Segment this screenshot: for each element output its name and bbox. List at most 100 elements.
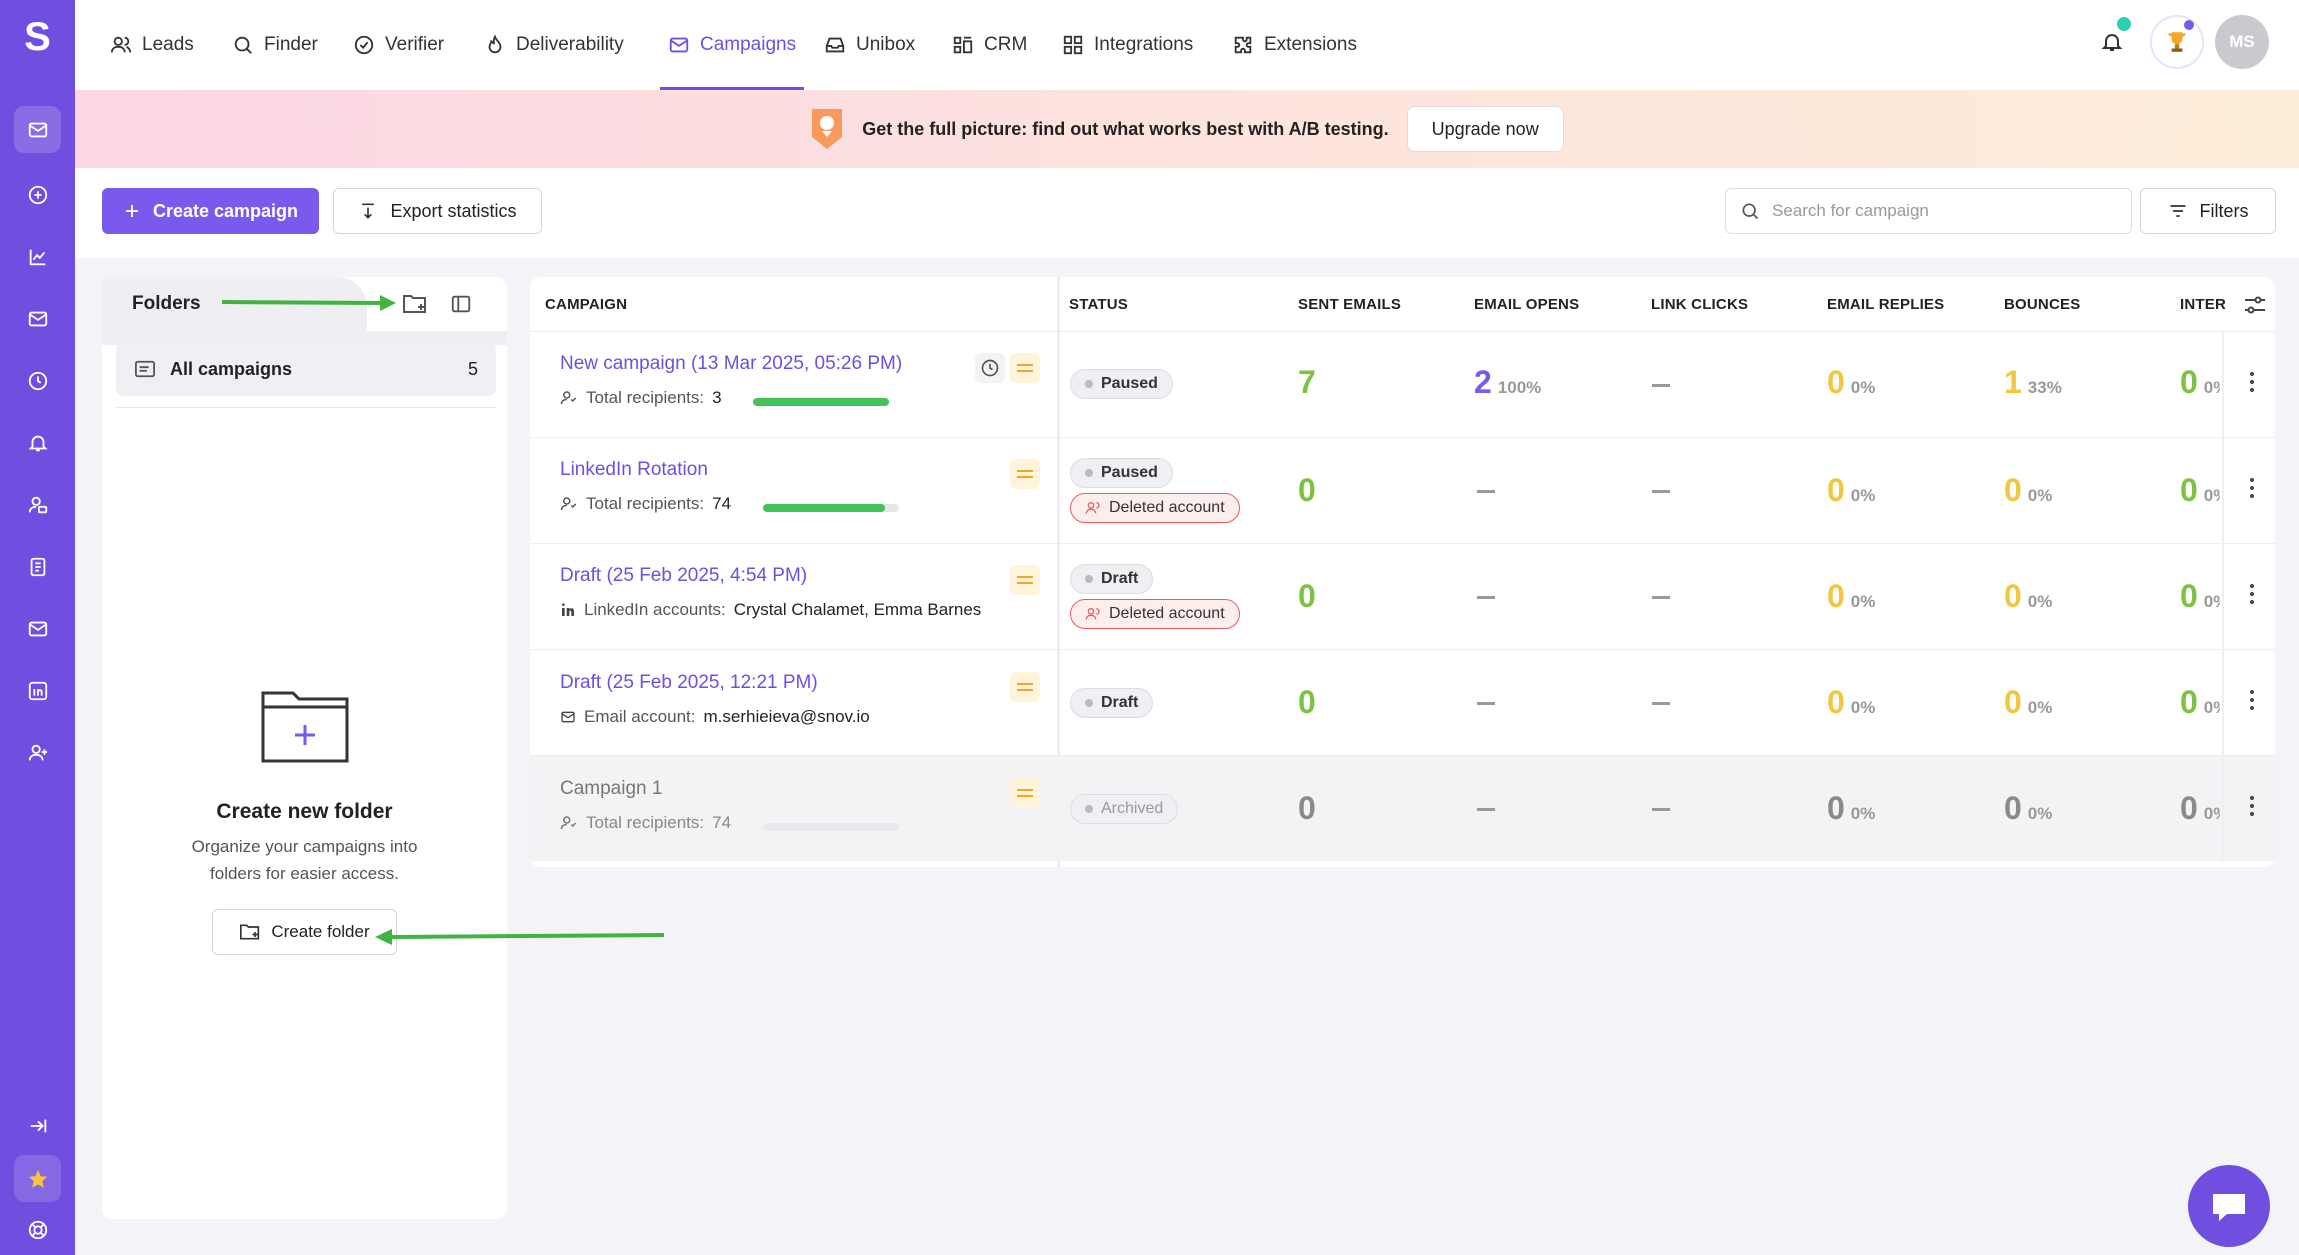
- col-status[interactable]: STATUS: [1069, 295, 1128, 313]
- empty-state-title: Create new folder: [216, 800, 393, 823]
- bounces-value: 0 0%: [2004, 472, 2053, 508]
- rail-collapse-icon[interactable]: [14, 1102, 61, 1149]
- add-folder-icon[interactable]: [402, 292, 428, 321]
- filters-button[interactable]: Filters: [2140, 188, 2276, 234]
- rewards-button[interactable]: [2150, 15, 2204, 69]
- rail-document-icon[interactable]: [14, 543, 61, 590]
- top-nav: Leads Finder Verifier Deliverability Cam…: [75, 0, 2299, 90]
- rail-contacts-icon[interactable]: [14, 481, 61, 528]
- more-actions-icon[interactable]: [2249, 372, 2255, 392]
- campaign-name-link[interactable]: Draft (25 Feb 2025, 4:54 PM): [560, 565, 808, 586]
- row-menu-icon[interactable]: [1010, 459, 1040, 489]
- table-row[interactable]: Draft (25 Feb 2025, 12:21 PM) Email acco…: [530, 649, 2275, 755]
- rail-add-user-icon[interactable]: [14, 729, 61, 776]
- rail-help-icon[interactable]: [14, 1206, 61, 1253]
- campaign-name-link[interactable]: New campaign (13 Mar 2025, 05:26 PM): [560, 353, 903, 374]
- campaign-name-link[interactable]: Draft (25 Feb 2025, 12:21 PM): [560, 672, 818, 693]
- notifications-button[interactable]: [2085, 15, 2139, 69]
- table-row[interactable]: Campaign 1 Total recipients: 74 Archived …: [530, 755, 2275, 861]
- chat-widget-button[interactable]: [2188, 1165, 2270, 1247]
- rewards-dot: [2184, 20, 2194, 30]
- row-menu-icon[interactable]: [1010, 565, 1040, 595]
- col-interested[interactable]: INTER: [2180, 295, 2226, 313]
- email-opens-empty: [1477, 808, 1495, 811]
- banner-text: Get the full picture: find out what work…: [862, 118, 1389, 139]
- rail-bell-icon[interactable]: [14, 419, 61, 466]
- nav-leads[interactable]: Leads: [110, 0, 194, 90]
- rail-clock-icon[interactable]: [14, 357, 61, 404]
- rail-linkedin-icon[interactable]: [14, 667, 61, 714]
- nav-crm[interactable]: CRM: [952, 0, 1027, 90]
- email-opens-empty: [1477, 490, 1495, 493]
- rail-star-icon[interactable]: [14, 1155, 61, 1202]
- all-campaigns-item[interactable]: All campaigns 5: [116, 342, 496, 396]
- nav-campaigns[interactable]: Campaigns: [660, 0, 805, 90]
- collapse-panel-icon[interactable]: [450, 293, 472, 320]
- rail-mail-check-icon[interactable]: [14, 295, 61, 342]
- col-email-replies[interactable]: EMAIL REPLIES: [1827, 295, 1945, 313]
- table-row[interactable]: New campaign (13 Mar 2025, 05:26 PM) Tot…: [530, 331, 2275, 437]
- nav-deliverability[interactable]: Deliverability: [484, 0, 624, 90]
- email-replies-value: 0 0%: [1827, 790, 1876, 826]
- progress-bar: [763, 504, 899, 512]
- col-sent-emails[interactable]: SENT EMAILS: [1298, 295, 1402, 313]
- status-badge: Paused: [1070, 369, 1173, 399]
- nav-unibox[interactable]: Unibox: [824, 0, 915, 90]
- campaign-name-link[interactable]: Campaign 1: [560, 778, 663, 799]
- bounces-value: 0 0%: [2004, 578, 2053, 614]
- more-actions-icon[interactable]: [2249, 690, 2255, 710]
- link-clicks-empty: [1652, 702, 1670, 705]
- user-avatar[interactable]: MS: [2215, 15, 2269, 69]
- interested-value: 00%: [2180, 684, 2220, 720]
- status-badge: Draft: [1070, 564, 1154, 594]
- upgrade-now-button[interactable]: Upgrade now: [1406, 106, 1564, 152]
- row-menu-icon[interactable]: [1010, 353, 1040, 383]
- more-actions-icon[interactable]: [2249, 478, 2255, 498]
- email-replies-value: 0 0%: [1827, 472, 1876, 508]
- recipients-icon: [560, 497, 577, 511]
- empty-state-desc-1: Organize your campaigns into: [191, 837, 418, 856]
- bounces-value: 0 0%: [2004, 684, 2053, 720]
- campaign-linkedin-accounts: LinkedIn accounts: Crystal Chalamet, Emma…: [560, 600, 981, 620]
- add-folder-icon: [240, 924, 260, 940]
- search-input[interactable]: Search for campaign: [1725, 188, 2132, 234]
- table-row[interactable]: LinkedIn Rotation Total recipients: 74 Pa…: [530, 437, 2275, 543]
- col-campaign[interactable]: CAMPAIGN: [545, 295, 628, 313]
- rail-campaigns-icon[interactable]: [14, 106, 61, 153]
- snov-logo[interactable]: S: [24, 15, 51, 59]
- col-bounces[interactable]: BOUNCES: [2004, 295, 2081, 313]
- rail-add-icon[interactable]: [14, 171, 61, 218]
- rail-chart-icon[interactable]: [14, 233, 61, 280]
- col-link-clicks[interactable]: LINK CLICKS: [1651, 295, 1749, 313]
- inbox-icon: [825, 37, 845, 53]
- row-menu-icon[interactable]: [1010, 672, 1040, 702]
- campaign-name-link[interactable]: LinkedIn Rotation: [560, 459, 708, 480]
- create-folder-button[interactable]: Create folder: [212, 909, 397, 955]
- campaign-recipients: Total recipients: 74: [560, 494, 731, 514]
- create-campaign-button[interactable]: Create campaign: [102, 188, 319, 234]
- nav-finder[interactable]: Finder: [232, 0, 318, 90]
- nav-integrations[interactable]: Integrations: [1062, 0, 1193, 90]
- export-statistics-button[interactable]: Export statistics: [333, 188, 542, 234]
- folders-tab[interactable]: Folders: [102, 277, 367, 331]
- schedule-icon[interactable]: [975, 353, 1005, 383]
- progress-bar: [753, 398, 889, 406]
- more-actions-icon[interactable]: [2249, 584, 2255, 604]
- search-placeholder: Search for campaign: [1772, 201, 1929, 220]
- email-opens-empty: [1477, 702, 1495, 705]
- users-warning-icon: [1085, 502, 1100, 514]
- bounces-value: 0 0%: [2004, 790, 2053, 826]
- rail-envelope-icon[interactable]: [14, 605, 61, 652]
- column-settings-icon[interactable]: [2235, 293, 2275, 317]
- deleted-account-badge: Deleted account: [1070, 493, 1240, 523]
- all-campaigns-count: 5: [467, 358, 478, 379]
- row-menu-icon[interactable]: [1010, 778, 1040, 808]
- campaign-recipients: Total recipients: 74: [560, 813, 731, 833]
- col-email-opens[interactable]: EMAIL OPENS: [1474, 295, 1580, 313]
- nav-verifier[interactable]: Verifier: [353, 0, 444, 90]
- empty-state-desc-2: folders for easier access.: [210, 864, 399, 883]
- more-actions-icon[interactable]: [2249, 796, 2255, 816]
- crm-icon: [953, 36, 973, 54]
- nav-extensions[interactable]: Extensions: [1232, 0, 1357, 90]
- table-row[interactable]: Draft (25 Feb 2025, 4:54 PM) LinkedIn ac…: [530, 543, 2275, 649]
